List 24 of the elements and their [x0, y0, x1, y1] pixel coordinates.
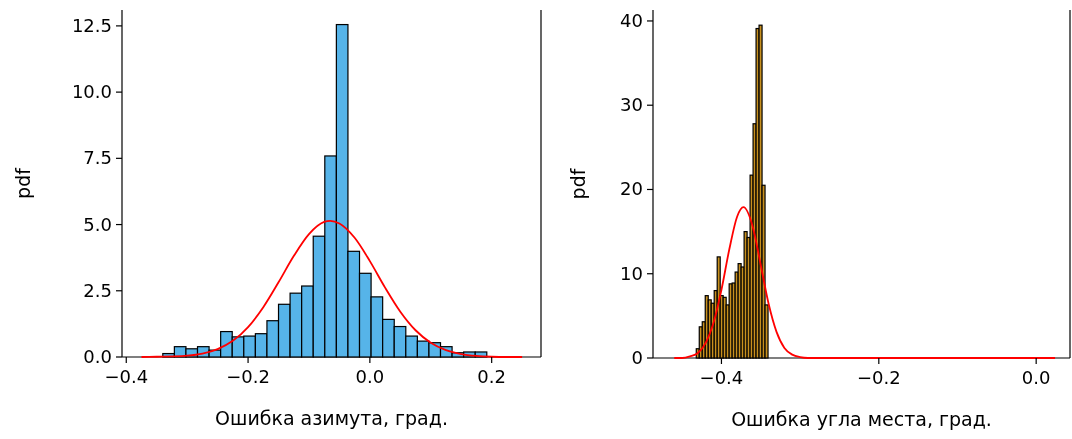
y-tick-label: 7.5 [83, 147, 112, 169]
x-tick-label: −0.4 [104, 366, 149, 387]
line-series [673, 206, 1056, 359]
y-tick-label: 10.0 [71, 81, 112, 103]
x-tick-label: 0.0 [1021, 367, 1051, 388]
y-tick-label: 0 [631, 347, 643, 368]
y-tick-label: 5.0 [83, 213, 112, 235]
x-tick-label: 0.0 [355, 366, 385, 387]
y-tick-label: 20 [620, 178, 643, 200]
y-tick-label: 12.5 [71, 14, 112, 36]
y-tick-label: 0.0 [83, 346, 112, 367]
y-tick-label: 40 [620, 9, 643, 31]
y-tick-label: 10 [620, 262, 643, 284]
x-tick-label: 0.2 [477, 366, 506, 387]
x-tick-label: −0.4 [699, 367, 744, 388]
line-series [140, 219, 524, 358]
x-axis-title: Ошибка азимута, град. [215, 407, 448, 429]
x-axis-title: Ошибка угла места, град. [731, 408, 992, 430]
y-axis-title: pdf [12, 166, 34, 199]
x-tick-label: −0.2 [226, 366, 270, 387]
y-tick-label: 2.5 [83, 279, 112, 301]
y-axis-title: pdf [567, 167, 589, 200]
y-tick-label: 30 [620, 94, 643, 116]
x-tick-label: −0.2 [856, 367, 901, 388]
